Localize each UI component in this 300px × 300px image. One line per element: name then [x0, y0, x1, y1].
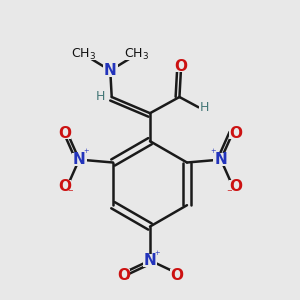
- Text: $^+$: $^+$: [82, 148, 91, 158]
- FancyBboxPatch shape: [174, 60, 188, 72]
- Text: N: N: [214, 152, 227, 167]
- Text: $^+$: $^+$: [209, 148, 217, 158]
- FancyBboxPatch shape: [58, 127, 71, 139]
- Text: $^-$: $^-$: [122, 276, 131, 286]
- FancyBboxPatch shape: [170, 269, 183, 281]
- Text: N: N: [73, 152, 85, 167]
- FancyBboxPatch shape: [71, 48, 96, 61]
- Text: $^+$: $^+$: [153, 250, 161, 260]
- FancyBboxPatch shape: [199, 102, 210, 113]
- Text: N: N: [144, 253, 156, 268]
- Text: O: O: [170, 268, 183, 283]
- FancyBboxPatch shape: [94, 92, 106, 103]
- Text: CH$_3$: CH$_3$: [71, 47, 96, 62]
- Text: O: O: [229, 126, 242, 141]
- Text: $^-$: $^-$: [226, 188, 234, 198]
- Text: O: O: [174, 58, 188, 74]
- Text: N: N: [104, 63, 117, 78]
- FancyBboxPatch shape: [72, 153, 86, 166]
- FancyBboxPatch shape: [117, 269, 130, 281]
- Text: H: H: [200, 101, 209, 114]
- FancyBboxPatch shape: [214, 153, 228, 166]
- Text: O: O: [58, 126, 71, 141]
- Text: O: O: [117, 268, 130, 283]
- Text: O: O: [58, 178, 71, 194]
- FancyBboxPatch shape: [124, 48, 149, 61]
- FancyBboxPatch shape: [142, 254, 158, 267]
- FancyBboxPatch shape: [103, 64, 118, 77]
- Text: H: H: [95, 91, 105, 103]
- FancyBboxPatch shape: [229, 180, 242, 192]
- FancyBboxPatch shape: [229, 127, 242, 139]
- Text: O: O: [229, 178, 242, 194]
- Text: CH$_3$: CH$_3$: [124, 47, 149, 62]
- FancyBboxPatch shape: [58, 180, 71, 192]
- Text: $^-$: $^-$: [66, 188, 74, 198]
